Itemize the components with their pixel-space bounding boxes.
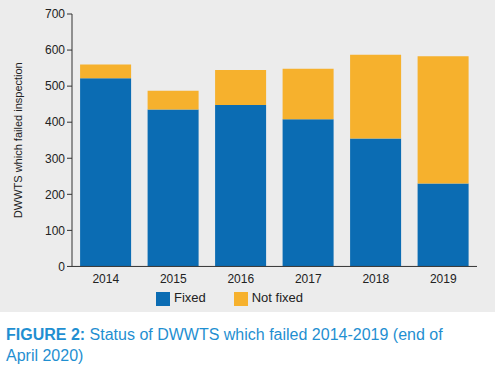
svg-text:200: 200 <box>45 188 65 202</box>
svg-text:400: 400 <box>45 115 65 129</box>
html-text:Fixed: Fixed <box>173 290 206 306</box>
html-text:Not fixed: Not fixed <box>251 290 303 306</box>
html-text:FIGURE 2: Status of DWWTS whic: FIGURE 2: Status of DWWTS which failed 2… <box>6 326 443 364</box>
svg-text:2017: 2017 <box>295 272 322 286</box>
svg-text:2019: 2019 <box>430 272 457 286</box>
svg-text:DWWTS which failed inspection: DWWTS which failed inspection <box>12 62 24 218</box>
svg-text:600: 600 <box>45 43 65 57</box>
svg-text:2016: 2016 <box>227 272 254 286</box>
svg-text:500: 500 <box>45 79 65 93</box>
svg-text:300: 300 <box>45 152 65 166</box>
svg-text:100: 100 <box>45 224 65 238</box>
svg-text:2014: 2014 <box>92 272 119 286</box>
svg-text:700: 700 <box>45 7 65 21</box>
svg-text:0: 0 <box>58 260 65 274</box>
svg-text:2015: 2015 <box>160 272 187 286</box>
svg-text:2018: 2018 <box>362 272 389 286</box>
